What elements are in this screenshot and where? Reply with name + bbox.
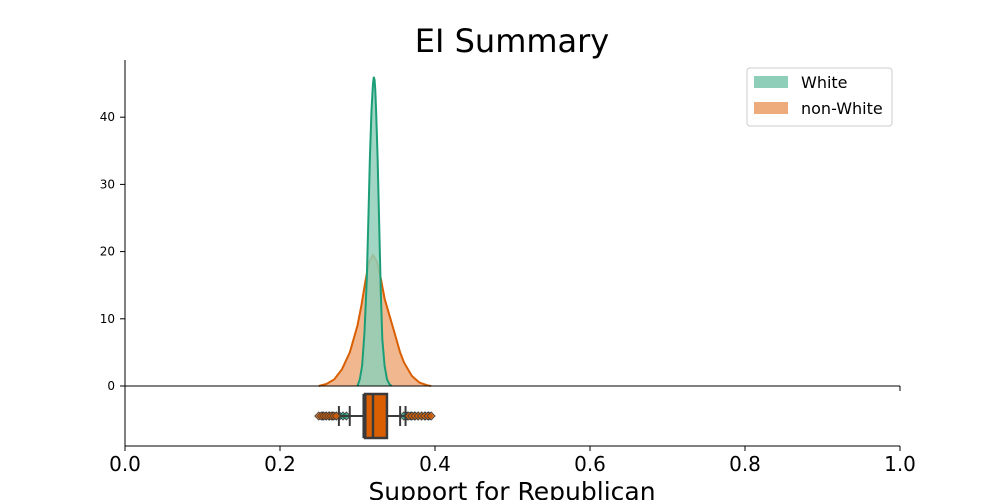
y-tick-label: 20 — [100, 245, 115, 259]
y-axis-ticks: 0 10 20 30 40 — [100, 110, 125, 393]
density-line-white — [356, 76, 393, 387]
boxplot-area — [314, 392, 436, 440]
kde-plot-area — [318, 76, 432, 387]
x-tick-label: 0.8 — [729, 452, 761, 476]
x-tick-label: 0.0 — [109, 452, 141, 476]
legend: White non-White — [746, 67, 893, 127]
chart-title: EI Summary — [415, 22, 609, 60]
box-iqr-non-white — [364, 392, 389, 440]
x-axis-label: Support for Republican — [368, 477, 655, 500]
y-tick-label: 30 — [100, 177, 115, 191]
x-tick-label: 1.0 — [884, 452, 916, 476]
legend-swatch-non-white — [754, 102, 788, 114]
outlier-point-non-white — [426, 411, 436, 421]
legend-label-non-white: non-White — [801, 99, 883, 118]
x-tick-label: 0.4 — [419, 452, 451, 476]
outlier-point-non-white — [331, 411, 341, 421]
y-tick-label: 10 — [100, 312, 115, 326]
x-tick-label: 0.2 — [264, 452, 296, 476]
x-tick-label: 0.6 — [574, 452, 606, 476]
legend-swatch-white — [754, 76, 788, 88]
y-tick-label: 0 — [107, 379, 115, 393]
x-axis-ticks: 0.0 0.2 0.4 0.6 0.8 1.0 — [109, 446, 916, 476]
y-tick-label: 40 — [100, 110, 115, 124]
legend-label-white: White — [801, 73, 848, 92]
